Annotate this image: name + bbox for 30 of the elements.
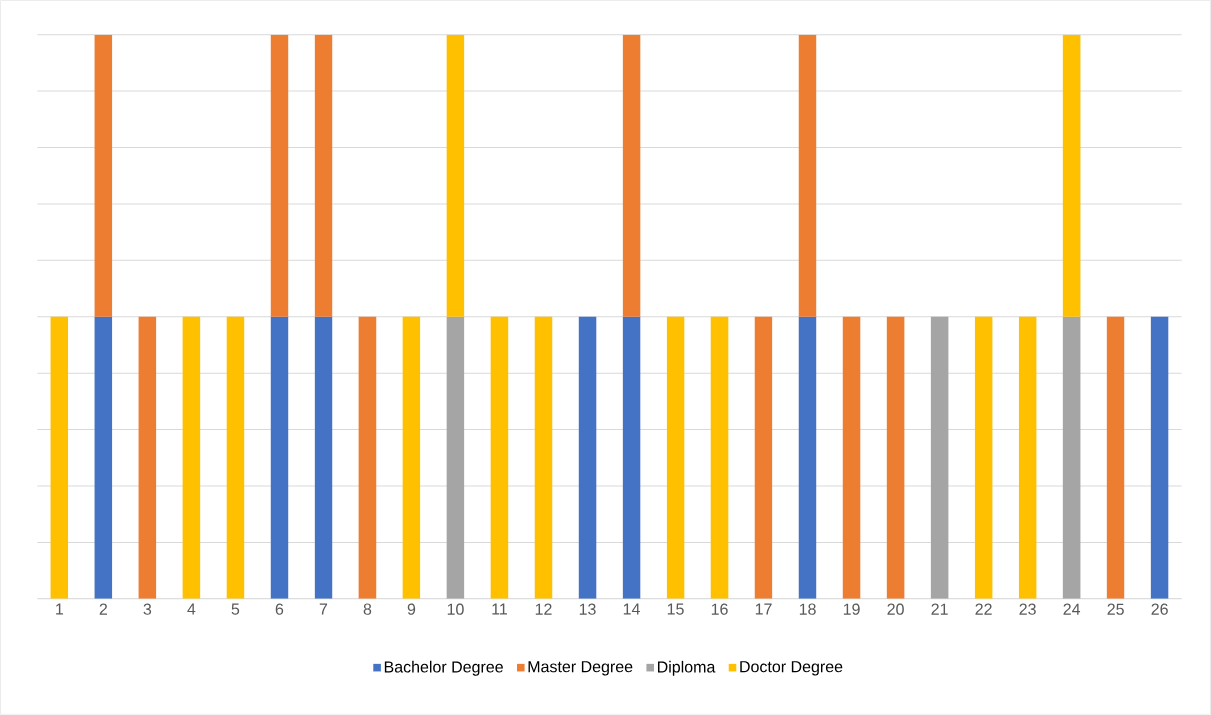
x-tick-label: 17 <box>755 603 772 615</box>
x-tick-label: 22 <box>975 603 992 615</box>
x-tick-label: 15 <box>667 603 684 615</box>
legend-label: Master Degree <box>528 661 633 676</box>
x-tick-label: 4 <box>187 603 196 615</box>
x-tick-label: 14 <box>623 603 640 615</box>
x-tick-label: 10 <box>447 603 464 615</box>
x-tick-label: 24 <box>1063 603 1081 615</box>
legend-label: Doctor Degree <box>740 661 843 676</box>
x-tick-label: 19 <box>843 603 860 615</box>
x-tick-label: 3 <box>143 603 152 615</box>
x-tick-label: 18 <box>799 603 816 615</box>
x-tick-label: 20 <box>887 603 904 615</box>
x-tick-label: 1 <box>56 603 64 615</box>
x-tick-label: 6 <box>275 603 284 615</box>
x-tick-label: 7 <box>319 603 328 615</box>
x-tick-label: 13 <box>579 603 596 615</box>
x-tick-label: 8 <box>363 603 372 615</box>
x-tick-label: 5 <box>231 603 240 615</box>
x-tick-label: 21 <box>931 603 948 615</box>
x-tick-label: 11 <box>492 603 507 615</box>
x-tick-label: 26 <box>1151 603 1168 615</box>
x-tick-label: 9 <box>407 603 416 615</box>
x-tick-label: 16 <box>711 603 728 615</box>
x-tick-label: 23 <box>1019 603 1036 615</box>
x-tick-label: 12 <box>535 603 552 615</box>
x-tick-label: 25 <box>1107 603 1124 615</box>
legend-label: Bachelor Degree <box>384 660 503 676</box>
legend-label: Diploma <box>658 660 716 676</box>
x-tick-label: 2 <box>99 603 108 615</box>
